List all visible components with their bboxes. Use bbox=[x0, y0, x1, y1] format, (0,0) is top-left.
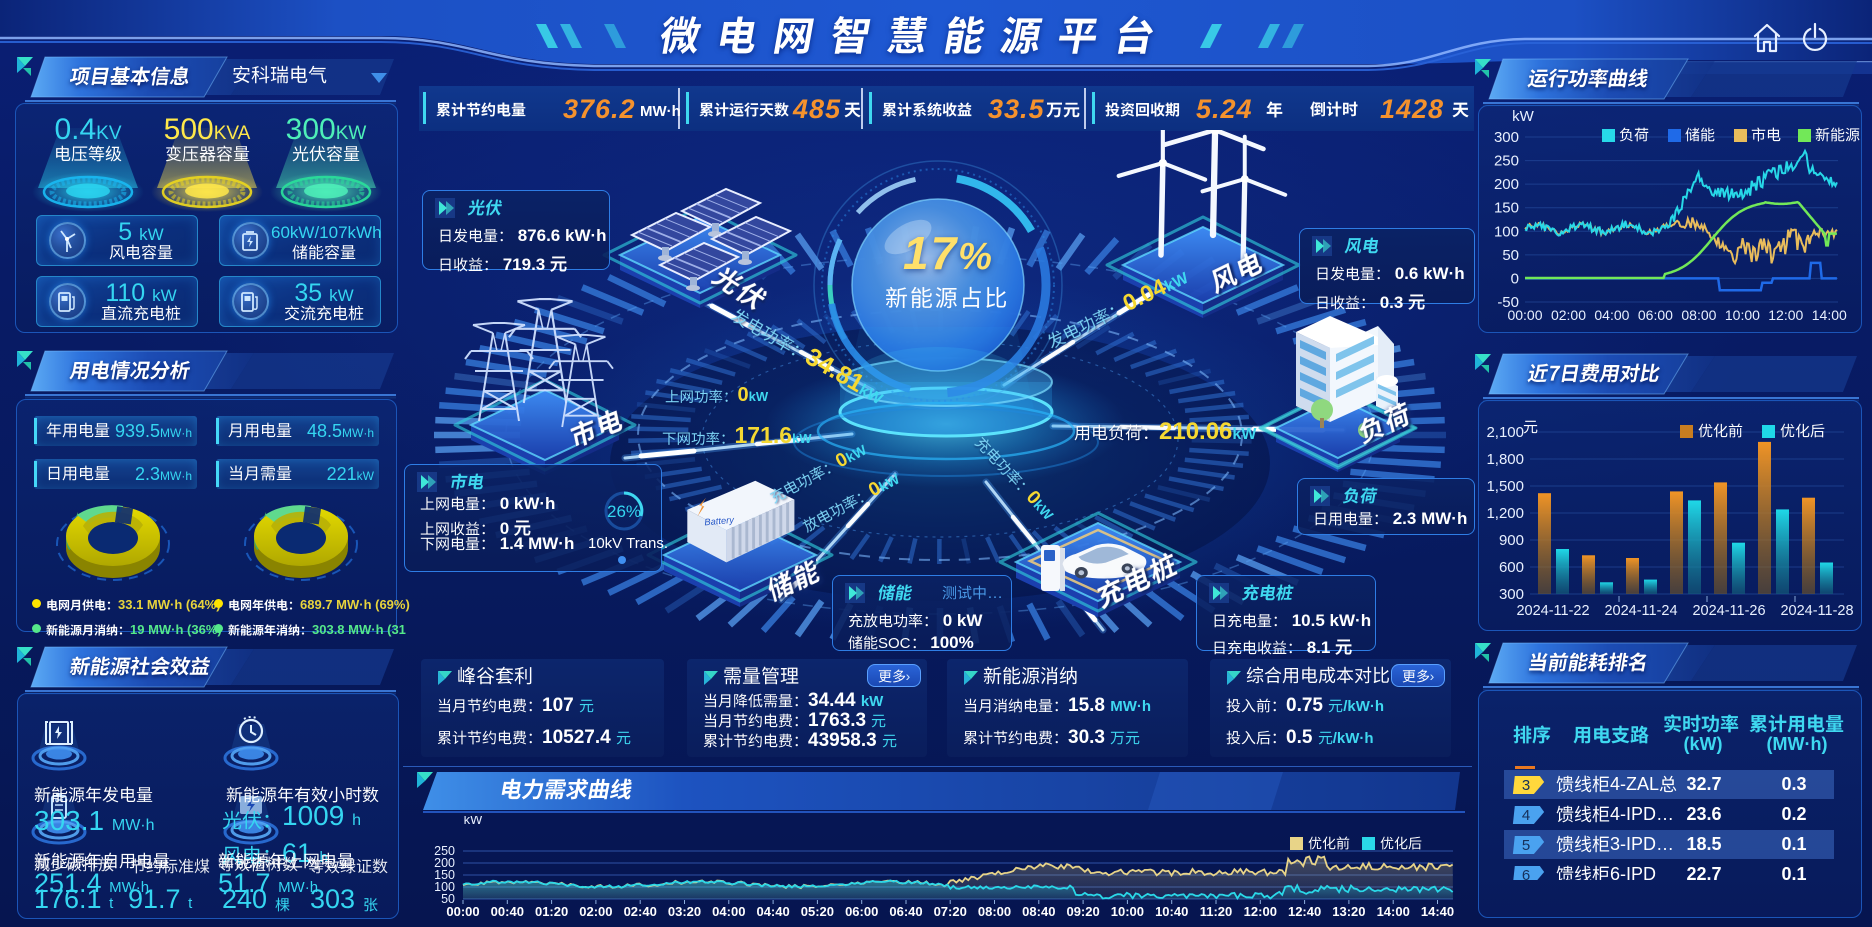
svg-text:100: 100 bbox=[434, 880, 455, 894]
svg-text:02:00: 02:00 bbox=[1551, 307, 1586, 323]
svg-text:250: 250 bbox=[434, 844, 455, 858]
svg-text:14:00: 14:00 bbox=[1812, 307, 1847, 323]
svg-text:08:00: 08:00 bbox=[978, 904, 1011, 919]
svg-text:50: 50 bbox=[1502, 247, 1519, 264]
svg-text:150: 150 bbox=[434, 868, 455, 882]
svg-text:4: 4 bbox=[1522, 807, 1530, 824]
svg-text:08:40: 08:40 bbox=[1022, 904, 1055, 919]
svg-text:300: 300 bbox=[1499, 586, 1524, 603]
svg-text:1,500: 1,500 bbox=[1486, 478, 1524, 495]
svg-text:10:00: 10:00 bbox=[1111, 904, 1144, 919]
svg-text:2024-11-28: 2024-11-28 bbox=[1780, 603, 1853, 619]
svg-text:04:00: 04:00 bbox=[1594, 307, 1629, 323]
svg-text:06:40: 06:40 bbox=[889, 904, 922, 919]
svg-text:1,800: 1,800 bbox=[1486, 451, 1524, 468]
svg-text:1,200: 1,200 bbox=[1486, 505, 1524, 522]
svg-text:11:20: 11:20 bbox=[1200, 904, 1233, 919]
svg-text:2024-11-24: 2024-11-24 bbox=[1604, 603, 1677, 619]
svg-text:300: 300 bbox=[1494, 129, 1519, 146]
svg-text:-50: -50 bbox=[1497, 294, 1519, 311]
svg-text:3: 3 bbox=[1522, 777, 1530, 794]
svg-text:Battery: Battery bbox=[704, 515, 736, 528]
svg-text:2024-11-26: 2024-11-26 bbox=[1692, 603, 1765, 619]
svg-text:04:40: 04:40 bbox=[756, 904, 789, 919]
svg-text:kW: kW bbox=[1512, 108, 1535, 125]
svg-text:2,100: 2,100 bbox=[1486, 424, 1524, 441]
svg-text:0: 0 bbox=[1511, 270, 1519, 287]
svg-text:900: 900 bbox=[1499, 532, 1524, 549]
svg-text:10:40: 10:40 bbox=[1155, 904, 1188, 919]
svg-text:100: 100 bbox=[1494, 223, 1519, 240]
svg-text:13:20: 13:20 bbox=[1332, 904, 1365, 919]
svg-text:00:00: 00:00 bbox=[1507, 307, 1542, 323]
svg-text:08:00: 08:00 bbox=[1681, 307, 1716, 323]
svg-text:05:20: 05:20 bbox=[801, 904, 834, 919]
svg-text:12:40: 12:40 bbox=[1288, 904, 1321, 919]
svg-text:600: 600 bbox=[1499, 559, 1524, 576]
svg-text:6: 6 bbox=[1522, 867, 1530, 880]
svg-text:150: 150 bbox=[1494, 200, 1519, 217]
svg-text:50: 50 bbox=[441, 892, 455, 906]
svg-text:200: 200 bbox=[434, 856, 455, 870]
svg-text:02:00: 02:00 bbox=[579, 904, 612, 919]
svg-text:12:00: 12:00 bbox=[1768, 307, 1803, 323]
svg-text:03:20: 03:20 bbox=[668, 904, 701, 919]
svg-text:09:20: 09:20 bbox=[1066, 904, 1099, 919]
svg-text:02:40: 02:40 bbox=[624, 904, 657, 919]
svg-text:04:00: 04:00 bbox=[712, 904, 745, 919]
svg-text:14:00: 14:00 bbox=[1377, 904, 1410, 919]
svg-text:200: 200 bbox=[1494, 176, 1519, 193]
svg-text:14:40: 14:40 bbox=[1421, 904, 1454, 919]
svg-text:06:00: 06:00 bbox=[845, 904, 878, 919]
svg-text:10:00: 10:00 bbox=[1725, 307, 1760, 323]
svg-text:kW: kW bbox=[464, 816, 484, 827]
svg-text:06:00: 06:00 bbox=[1638, 307, 1673, 323]
svg-text:07:20: 07:20 bbox=[934, 904, 967, 919]
svg-text:5: 5 bbox=[1522, 837, 1530, 854]
svg-text:00:40: 00:40 bbox=[491, 904, 524, 919]
svg-text:12:00: 12:00 bbox=[1244, 904, 1277, 919]
svg-text:250: 250 bbox=[1494, 153, 1519, 170]
svg-text:2024-11-22: 2024-11-22 bbox=[1516, 603, 1589, 619]
svg-text:01:20: 01:20 bbox=[535, 904, 568, 919]
svg-text:00:00: 00:00 bbox=[446, 904, 479, 919]
